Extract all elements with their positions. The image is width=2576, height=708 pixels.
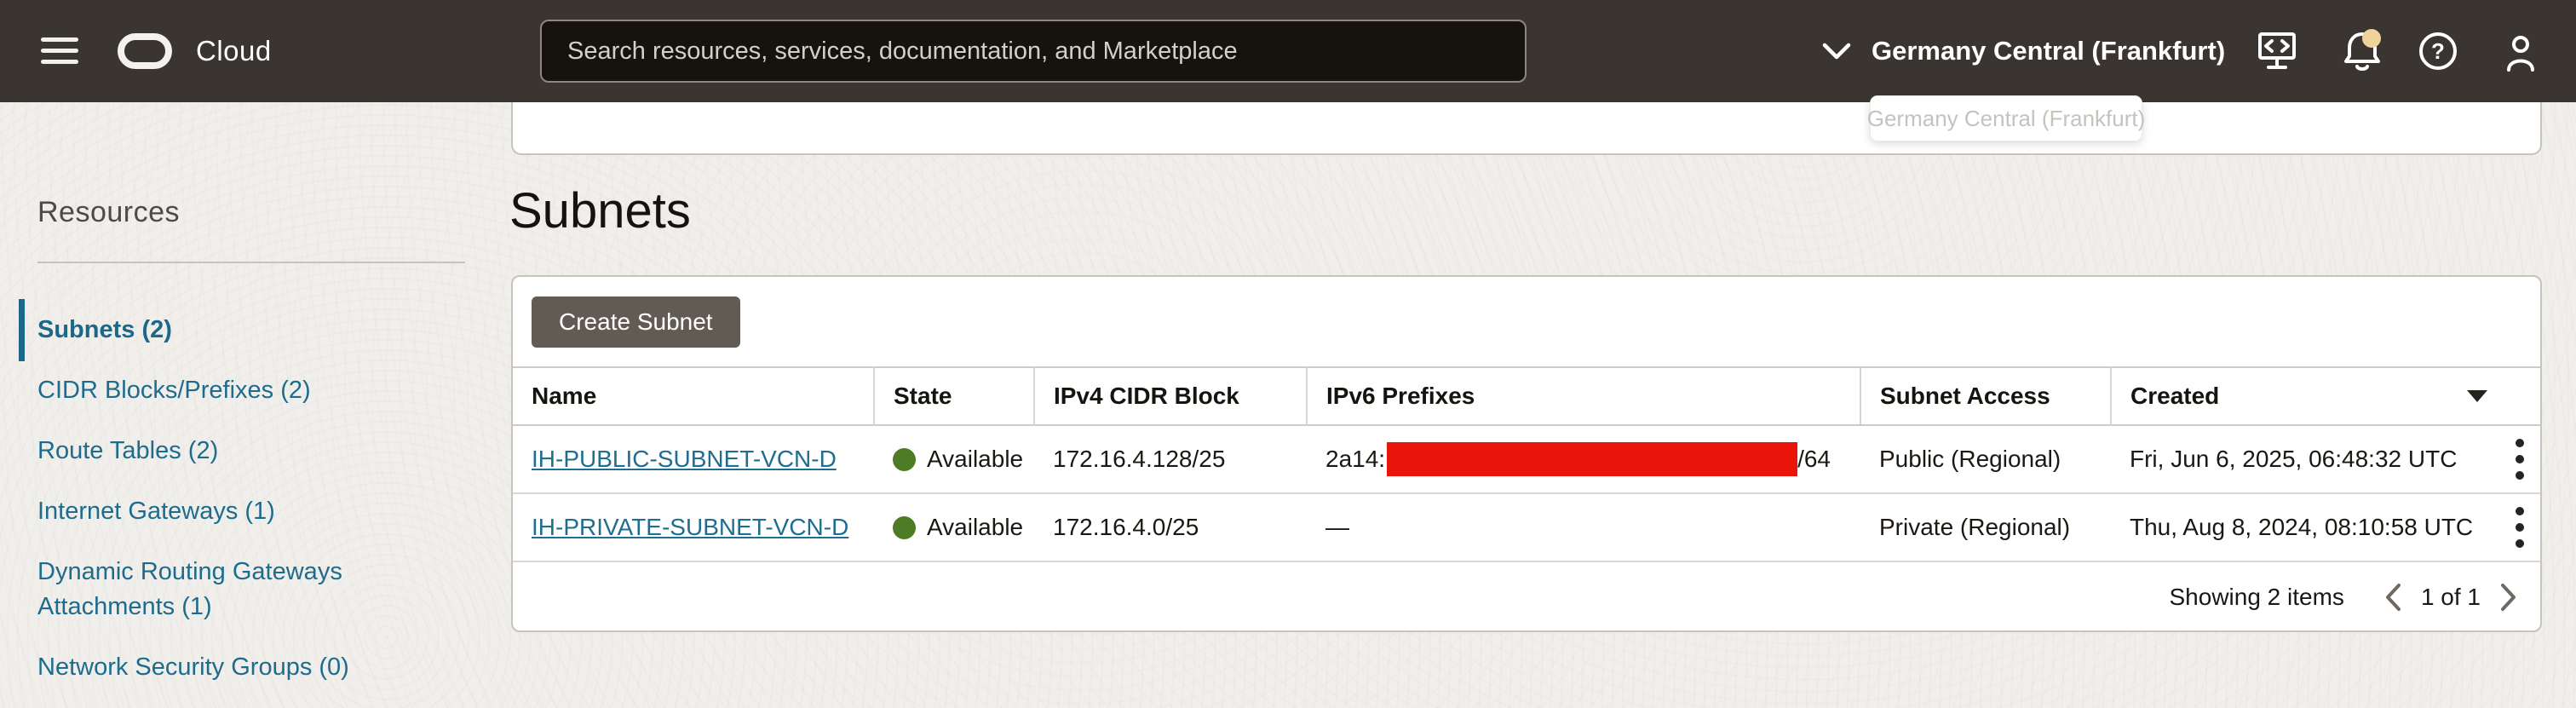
resources-nav: Subnets (2) CIDR Blocks/Prefixes (2) Rou… xyxy=(19,299,438,685)
user-icon xyxy=(2502,31,2539,72)
sidebar-item-drg-attachments[interactable]: Dynamic Routing Gateways Attachments (1) xyxy=(37,555,438,625)
table-toolbar: Create Subnet xyxy=(513,277,2540,366)
subnet-access-cell: Private (Regional) xyxy=(1860,493,2111,562)
table-header-row: Name State IPv4 CIDR Block IPv6 Prefixes… xyxy=(513,366,2540,426)
created-cell: Fri, Jun 6, 2025, 06:48:32 UTC xyxy=(2130,446,2458,472)
help-button[interactable]: ? xyxy=(2414,27,2462,75)
ipv4-cidr-cell: 172.16.4.128/25 xyxy=(1034,425,1307,494)
chevron-right-icon xyxy=(2501,584,2516,611)
sidebar-item-label[interactable]: CIDR Blocks/Prefixes (2) xyxy=(37,377,311,404)
sidebar-item-label[interactable]: Subnets (2) xyxy=(37,316,172,343)
svg-text:?: ? xyxy=(2431,38,2445,64)
sidebar-item-route-tables[interactable]: Route Tables (2) xyxy=(37,434,438,469)
region-label: Germany Central (Frankfurt) xyxy=(1872,36,2226,66)
subnet-access-cell: Public (Regional) xyxy=(1860,425,2111,494)
oracle-logo-icon xyxy=(118,33,172,69)
hamburger-icon xyxy=(41,37,78,66)
status-available-icon xyxy=(893,515,916,539)
ipv6-prefix-start: 2a14: xyxy=(1325,446,1386,472)
sidebar-item-label[interactable]: Network Security Groups (0) xyxy=(37,653,349,681)
scrolled-card-bottom xyxy=(511,97,2542,155)
column-header-label: Created xyxy=(2130,383,2220,409)
state-label: Available xyxy=(927,446,1024,472)
search-input[interactable] xyxy=(540,20,1527,83)
page-indicator: 1 of 1 xyxy=(2420,584,2481,610)
subnet-link[interactable]: IH-PRIVATE-SUBNET-VCN-D xyxy=(532,514,849,540)
top-navigation-bar: Cloud Germany Central (Frankfurt) xyxy=(0,0,2576,102)
sidebar-item-label[interactable]: Internet Gateways (1) xyxy=(37,498,275,525)
bell-icon xyxy=(2338,27,2386,75)
redaction-box xyxy=(1387,442,1798,476)
created-cell: Thu, Aug 8, 2024, 08:10:58 UTC xyxy=(2130,514,2474,540)
status-available-icon xyxy=(893,447,916,471)
hamburger-menu-button[interactable] xyxy=(39,29,80,73)
row-actions-button[interactable] xyxy=(2511,434,2528,485)
sidebar-item-cidr-blocks[interactable]: CIDR Blocks/Prefixes (2) xyxy=(37,373,438,408)
subnets-table-card: Create Subnet Name State IPv4 CIDR Block… xyxy=(511,275,2542,632)
subnet-link[interactable]: IH-PUBLIC-SUBNET-VCN-D xyxy=(532,446,837,472)
cloud-shell-icon xyxy=(2255,29,2299,73)
page-title: Subnets xyxy=(509,183,691,239)
subnets-table: Name State IPv4 CIDR Block IPv6 Prefixes… xyxy=(513,366,2540,562)
resources-sidebar: Resources Subnets (2) CIDR Blocks/Prefix… xyxy=(19,196,480,708)
sort-descending-icon xyxy=(2467,390,2487,402)
column-header-subnet-access[interactable]: Subnet Access xyxy=(1860,366,2112,426)
table-footer: Showing 2 items 1 of 1 xyxy=(513,562,2540,632)
showing-items-label: Showing 2 items xyxy=(2169,584,2344,610)
notifications-button[interactable] xyxy=(2338,27,2386,75)
sidebar-item-network-security-groups[interactable]: Network Security Groups (0) xyxy=(37,650,438,685)
kebab-menu-icon xyxy=(2516,507,2524,548)
column-header-ipv6[interactable]: IPv6 Prefixes xyxy=(1307,366,1861,426)
table-row: IH-PUBLIC-SUBNET-VCN-D Available 172.16.… xyxy=(513,425,2540,494)
column-header-created[interactable]: Created xyxy=(2111,366,2540,426)
sidebar-item-subnets[interactable]: Subnets (2) xyxy=(19,299,438,361)
region-selector-button[interactable]: Germany Central (Frankfurt) xyxy=(1800,17,2226,85)
notification-badge xyxy=(2362,29,2381,48)
create-subnet-button[interactable]: Create Subnet xyxy=(532,296,740,348)
next-page-button[interactable] xyxy=(2494,578,2523,617)
ipv6-prefix-cell: — xyxy=(1307,493,1860,562)
column-header-ipv4[interactable]: IPv4 CIDR Block xyxy=(1034,366,1308,426)
brand[interactable]: Cloud xyxy=(118,0,272,102)
table-row: IH-PRIVATE-SUBNET-VCN-D Available 172.16… xyxy=(513,493,2540,562)
previous-page-button[interactable] xyxy=(2378,578,2407,617)
active-item-indicator xyxy=(19,299,25,361)
ipv4-cidr-cell: 172.16.4.0/25 xyxy=(1034,493,1307,562)
column-header-name[interactable]: Name xyxy=(513,366,875,426)
sidebar-divider xyxy=(37,262,465,263)
chevron-down-icon xyxy=(1822,42,1851,60)
column-header-state[interactable]: State xyxy=(874,366,1035,426)
chevron-left-icon xyxy=(2385,584,2401,611)
ipv6-prefix-end: /64 xyxy=(1797,446,1831,472)
help-icon: ? xyxy=(2416,29,2460,73)
kebab-menu-icon xyxy=(2516,439,2524,480)
profile-avatar-button[interactable] xyxy=(2489,20,2552,83)
brand-label: Cloud xyxy=(196,35,272,66)
resources-heading: Resources xyxy=(37,196,181,228)
region-tooltip: Germany Central (Frankfurt) xyxy=(1867,95,2145,141)
sidebar-item-internet-gateways[interactable]: Internet Gateways (1) xyxy=(37,494,438,529)
state-label: Available xyxy=(927,514,1024,540)
sidebar-item-label[interactable]: Dynamic Routing Gateways Attachments (1) xyxy=(37,558,342,620)
sidebar-item-label[interactable]: Route Tables (2) xyxy=(37,437,219,464)
cloud-shell-button[interactable] xyxy=(2253,27,2301,75)
row-actions-button[interactable] xyxy=(2511,502,2528,553)
